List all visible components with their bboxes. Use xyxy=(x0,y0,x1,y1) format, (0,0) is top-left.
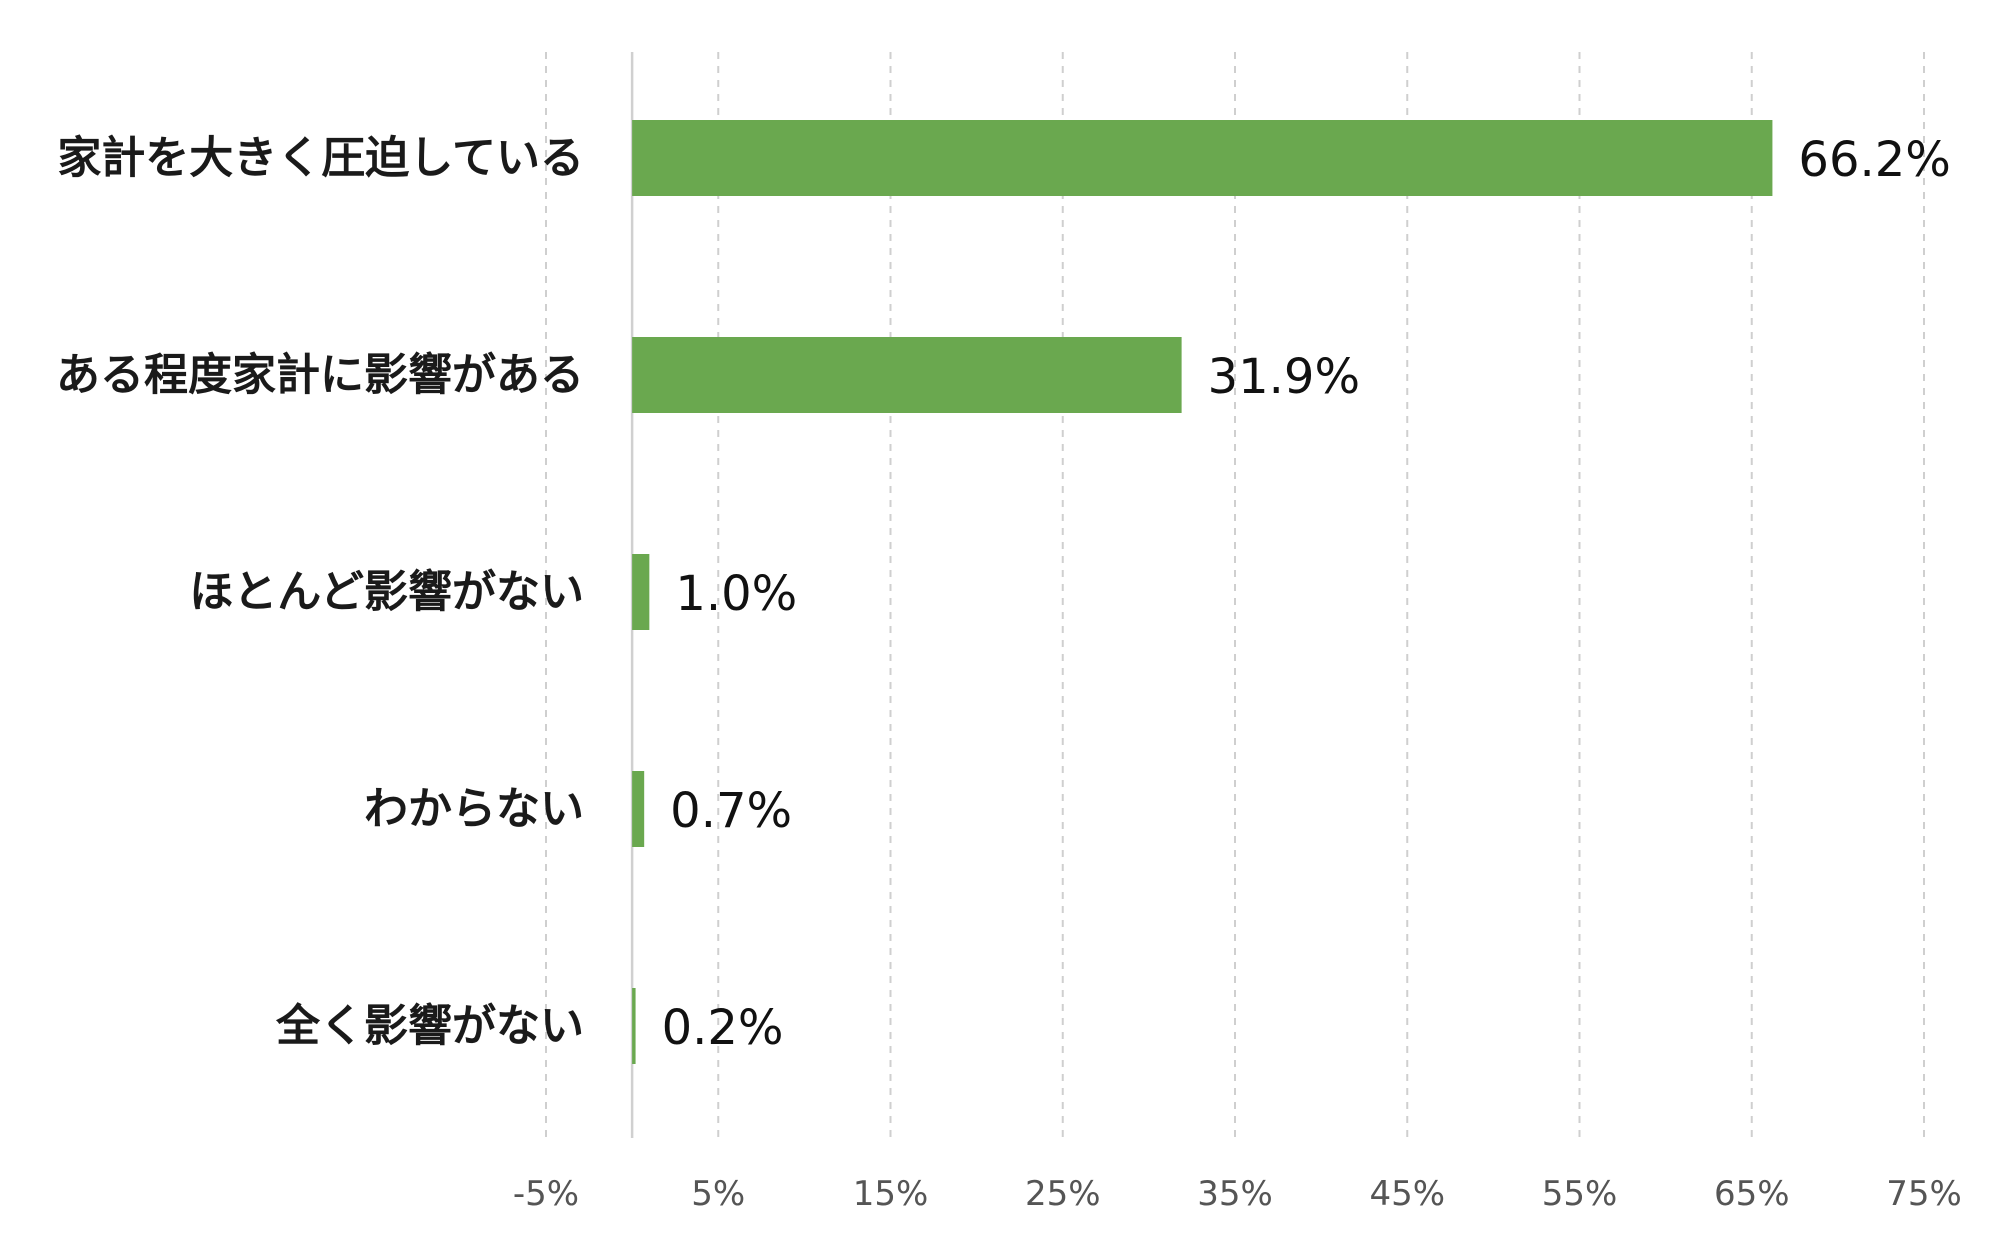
category-label: わからない xyxy=(364,784,584,835)
category-label: 家計を大きく圧迫している xyxy=(57,133,584,184)
bar xyxy=(632,337,1182,413)
labels: 家計を大きく圧迫している 66.2% ある程度家計に影響がある 31.9% ほとんど影響… xyxy=(56,132,1951,1056)
x-tick-label: 25% xyxy=(1025,1174,1101,1214)
x-axis-ticks: -5% 5% 15% 25% 35% 45% 55% 65% 75% xyxy=(513,1174,1962,1214)
data-label: 0.7% xyxy=(670,783,792,839)
data-label: 31.9% xyxy=(1208,349,1360,405)
data-label: 0.2% xyxy=(662,1000,784,1056)
data-label: 1.0% xyxy=(675,566,797,622)
x-tick-label: 65% xyxy=(1714,1174,1790,1214)
category-label: 全く影響がない xyxy=(275,1001,584,1052)
bar xyxy=(632,554,650,630)
x-tick-label: 45% xyxy=(1369,1174,1445,1214)
x-tick-label: -5% xyxy=(513,1174,579,1214)
bars xyxy=(632,120,1773,1064)
bar xyxy=(632,120,1773,196)
category-label: ほとんど影響がない xyxy=(189,567,584,618)
x-tick-label: 5% xyxy=(691,1174,745,1214)
category-label: ある程度家計に影響がある xyxy=(56,350,584,401)
bar xyxy=(632,988,636,1064)
x-tick-label: 15% xyxy=(853,1174,929,1214)
x-tick-label: 35% xyxy=(1197,1174,1273,1214)
data-label: 66.2% xyxy=(1798,132,1950,188)
x-tick-label: 75% xyxy=(1886,1174,1962,1214)
x-tick-label: 55% xyxy=(1542,1174,1618,1214)
bar xyxy=(632,771,645,847)
